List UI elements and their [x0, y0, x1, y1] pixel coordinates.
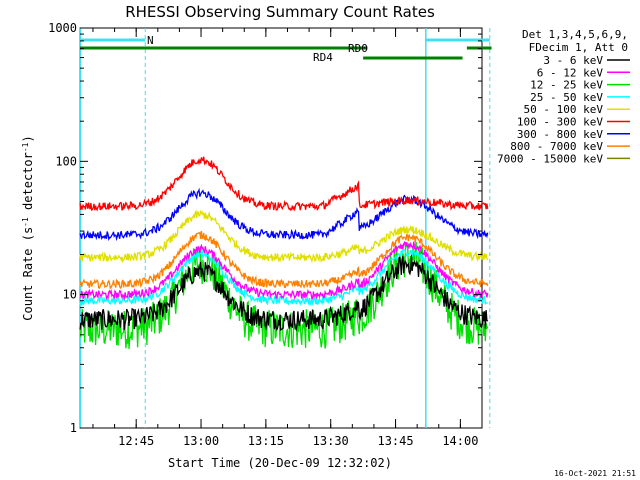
- x-tick-label: 14:00: [442, 434, 478, 448]
- x-tick-label: 12:45: [118, 434, 154, 448]
- legend-entry-label: 7000 - 15000 keV: [497, 152, 603, 165]
- series-line: [79, 248, 488, 307]
- x-tick-label: 13:30: [313, 434, 349, 448]
- y-axis-label-tail: detector: [21, 152, 35, 217]
- plot-frame: [79, 27, 483, 429]
- x-tick-label: 13:15: [248, 434, 284, 448]
- annotation-rd0-label: RD0: [348, 42, 368, 55]
- y-tick-label: 1: [70, 421, 77, 435]
- legend-header-line-1: Det 1,3,4,5,6,9,: [522, 28, 628, 41]
- annotation-rd4-label: RD4: [313, 51, 333, 64]
- axis-layer: 1 10 100 1000 12:45 13:00 13:15 13:30 13:45 14:00: [48, 21, 483, 448]
- chart-title: RHESSI Observing Summary Count Rates: [125, 3, 435, 21]
- legend-header-line-2: FDecim 1, Att 0: [529, 41, 628, 54]
- legend-entry-label: 800 - 7000 keV: [510, 140, 603, 153]
- y-axis-label: Count Rate (s-1 detector-1): [21, 135, 36, 320]
- x-axis-label: Start Time (20-Dec-09 12:32:02): [168, 456, 392, 470]
- legend-entry-label: 6 - 12 keV: [537, 66, 604, 79]
- legend-entry-label: 300 - 800 keV: [517, 128, 603, 141]
- x-tick-label: 13:00: [183, 434, 219, 448]
- y-axis-label-end: ): [21, 135, 35, 142]
- y-tick-label: 10: [63, 288, 77, 302]
- y-tick-label: 1000: [48, 21, 77, 35]
- series-layer: [79, 156, 489, 349]
- legend-entry-label: 12 - 25 keV: [530, 79, 603, 92]
- series-line: [79, 240, 489, 301]
- annotation-layer: [79, 28, 492, 428]
- y-axis-label-sup: -1: [21, 217, 30, 227]
- legend-entry-label: 25 - 50 keV: [530, 91, 603, 104]
- series-line: [79, 187, 489, 242]
- x-tick-label: 13:45: [377, 434, 413, 448]
- series-line: [79, 209, 489, 264]
- series-line: [79, 254, 489, 332]
- legend-entry-label: 50 - 100 keV: [524, 103, 604, 116]
- series-line: [79, 156, 489, 212]
- legend-entry-label: 100 - 300 keV: [517, 116, 603, 129]
- y-tick-label: 100: [55, 154, 77, 168]
- series-line: [79, 231, 489, 290]
- y-axis-label-sup2: -1: [21, 142, 30, 152]
- y-axis-label-main: Count Rate (s: [21, 227, 35, 321]
- footer-timestamp: 16-Oct-2021 21:51: [554, 469, 636, 478]
- annotation-n-label: N: [147, 34, 154, 47]
- legend-entry-label: 3 - 6 keV: [543, 54, 603, 67]
